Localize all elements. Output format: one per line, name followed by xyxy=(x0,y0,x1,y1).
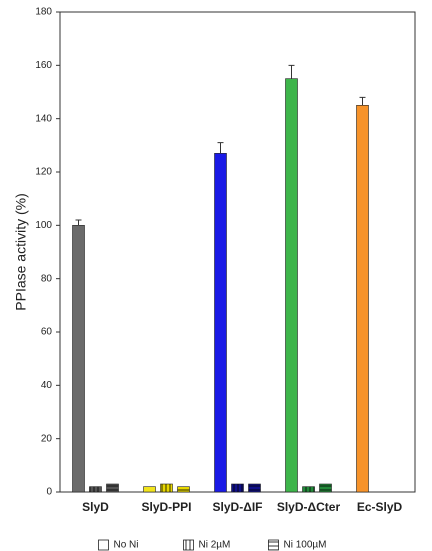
legend-label: Ni 2µM xyxy=(199,540,231,551)
x-tick-label: SlyD-PPI xyxy=(141,500,191,514)
bar xyxy=(143,486,156,493)
y-tick-label: 80 xyxy=(41,273,53,284)
error-bar xyxy=(359,96,366,106)
y-tick-label: 140 xyxy=(35,113,52,124)
y-tick-label: 180 xyxy=(35,7,52,18)
x-tick-label: SlyD-ΔCter xyxy=(277,500,341,514)
error-bar xyxy=(217,142,224,154)
bar-hatch xyxy=(160,484,173,492)
bar-hatch xyxy=(248,484,261,492)
y-tick-label: 160 xyxy=(35,60,52,71)
x-tick-label: Ec-SlyD xyxy=(357,500,403,514)
y-tick-label: 0 xyxy=(46,487,52,498)
x-tick-label: SlyD xyxy=(82,500,109,514)
bar-hatch xyxy=(177,486,190,492)
y-tick-label: 120 xyxy=(35,167,52,178)
bar xyxy=(285,78,298,493)
y-tick-label: 60 xyxy=(41,327,53,338)
error-bar xyxy=(75,219,82,226)
bar xyxy=(72,225,85,493)
bar-hatch xyxy=(319,484,332,492)
bar xyxy=(214,153,227,493)
bar-hatch xyxy=(89,486,102,492)
legend-hatch xyxy=(183,540,194,550)
legend-label: No Ni xyxy=(114,540,139,551)
bar-hatch xyxy=(106,484,119,492)
error-bar xyxy=(288,64,295,79)
x-tick-label: SlyD-ΔIF xyxy=(213,500,263,514)
bar-hatch xyxy=(302,486,315,492)
legend-swatch xyxy=(98,539,109,551)
legend-hatch xyxy=(268,540,279,550)
bar xyxy=(356,105,369,493)
y-tick-label: 40 xyxy=(41,380,53,391)
y-tick-label: 20 xyxy=(41,433,53,444)
legend-label: Ni 100µM xyxy=(284,540,327,551)
bar-hatch xyxy=(231,484,244,492)
y-tick-label: 100 xyxy=(35,220,52,231)
y-axis-label: PPIase activity (%) xyxy=(13,193,29,310)
